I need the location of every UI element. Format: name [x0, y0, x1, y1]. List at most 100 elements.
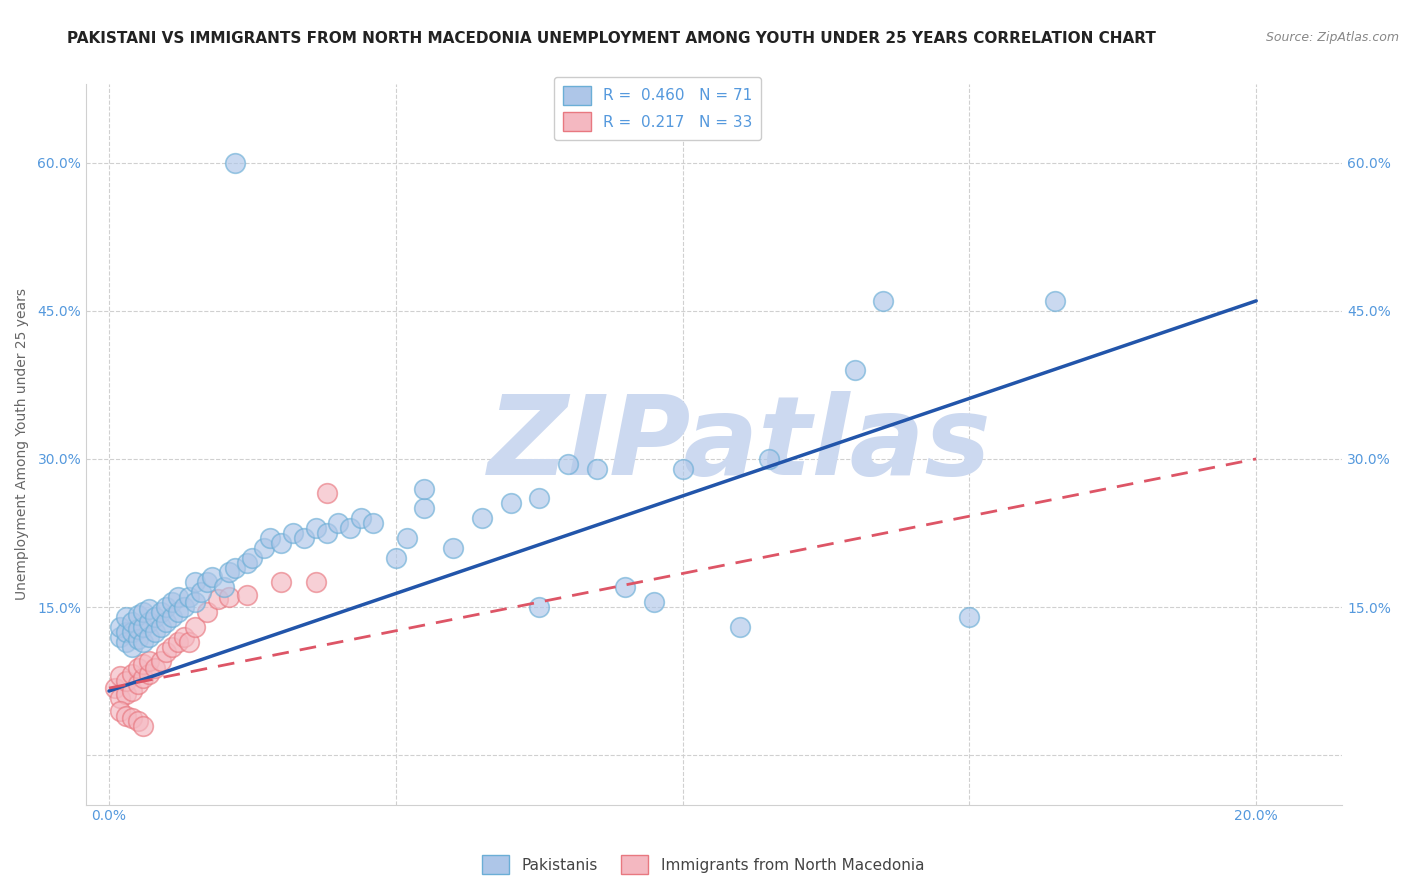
Point [224, 155, 246, 169]
Point [160, 640, 183, 654]
Point [614, 580, 637, 594]
Point [304, 575, 326, 590]
Point [529, 600, 551, 615]
Point [212, 580, 235, 594]
Point [115, 634, 138, 648]
Point [218, 566, 240, 580]
Point [132, 620, 155, 634]
Point [758, 451, 780, 466]
Point [115, 610, 138, 624]
Point [155, 600, 177, 615]
Point [1045, 293, 1067, 308]
Point [413, 482, 436, 496]
Point [121, 684, 143, 698]
Point [499, 496, 522, 510]
Point [235, 556, 257, 570]
Point [127, 632, 149, 646]
Point [270, 575, 292, 590]
Point [110, 669, 132, 683]
Point [195, 575, 218, 590]
Point [127, 661, 149, 675]
Point [316, 486, 339, 500]
Point [121, 667, 143, 681]
Point [396, 531, 419, 545]
Point [328, 516, 350, 530]
Point [259, 531, 281, 545]
Point [292, 531, 315, 545]
Point [138, 667, 160, 681]
Point [270, 536, 292, 550]
Point [104, 681, 127, 695]
Point [585, 462, 607, 476]
Point [121, 711, 143, 725]
Point [672, 462, 695, 476]
Point [155, 615, 177, 629]
Point [115, 674, 138, 689]
Point [155, 644, 177, 658]
Point [127, 607, 149, 622]
Point [207, 592, 229, 607]
Point [110, 630, 132, 644]
Point [179, 634, 201, 648]
Point [872, 293, 894, 308]
Point [339, 521, 361, 535]
Text: Source: ZipAtlas.com: Source: ZipAtlas.com [1265, 31, 1399, 45]
Point [127, 714, 149, 728]
Point [115, 708, 138, 723]
Point [121, 624, 143, 639]
Point [385, 550, 408, 565]
Legend: Pakistanis, Immigrants from North Macedonia: Pakistanis, Immigrants from North Macedo… [475, 849, 931, 880]
Point [304, 521, 326, 535]
Point [110, 620, 132, 634]
Point [160, 610, 183, 624]
Point [224, 560, 246, 574]
Point [149, 605, 172, 619]
Legend: R =  0.460   N = 71, R =  0.217   N = 33: R = 0.460 N = 71, R = 0.217 N = 33 [554, 77, 762, 140]
Point [441, 541, 464, 555]
Point [728, 620, 751, 634]
Point [218, 590, 240, 604]
Point [166, 634, 188, 648]
Point [132, 657, 155, 672]
Point [350, 511, 373, 525]
Point [413, 501, 436, 516]
Point [127, 677, 149, 691]
Point [173, 630, 195, 644]
Point [844, 363, 866, 377]
Point [132, 634, 155, 648]
Point [281, 526, 304, 541]
Point [138, 602, 160, 616]
Point [115, 687, 138, 701]
Point [253, 541, 276, 555]
Point [242, 550, 264, 565]
Y-axis label: Unemployment Among Youth under 25 years: Unemployment Among Youth under 25 years [15, 288, 30, 600]
Point [110, 690, 132, 705]
Point [316, 526, 339, 541]
Point [190, 585, 212, 599]
Point [235, 588, 257, 602]
Point [195, 605, 218, 619]
Point [957, 610, 980, 624]
Point [184, 595, 207, 609]
Point [166, 590, 188, 604]
Point [149, 654, 172, 668]
Text: ZIPatlas: ZIPatlas [488, 391, 991, 498]
Point [132, 605, 155, 619]
Point [121, 640, 143, 654]
Point [143, 610, 166, 624]
Point [184, 620, 207, 634]
Point [143, 661, 166, 675]
Point [160, 595, 183, 609]
Point [166, 605, 188, 619]
Point [149, 620, 172, 634]
Point [184, 575, 207, 590]
Point [110, 704, 132, 718]
Point [361, 516, 384, 530]
Point [138, 654, 160, 668]
Point [179, 590, 201, 604]
Point [138, 630, 160, 644]
Point [115, 624, 138, 639]
Point [643, 595, 665, 609]
Point [138, 615, 160, 629]
Point [471, 511, 494, 525]
